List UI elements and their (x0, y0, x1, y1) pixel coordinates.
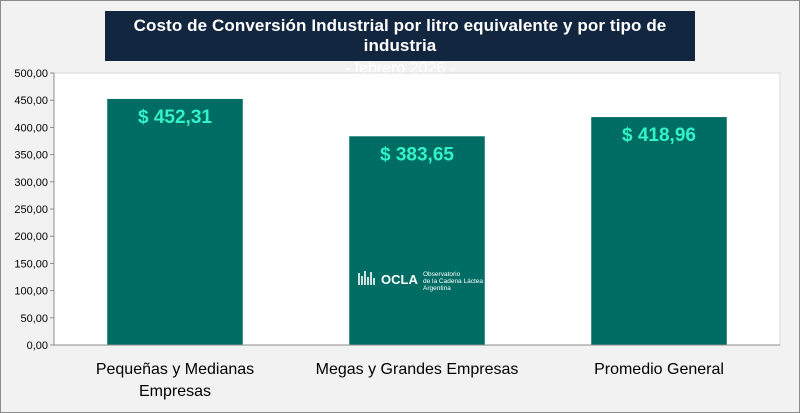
bars (107, 98, 727, 346)
ocla-logo-line3: Argentina (423, 285, 451, 292)
y-tick-label: 400,00 (14, 122, 48, 134)
x-category-label: Promedio General (594, 361, 724, 378)
y-tick-label: 500,00 (14, 68, 48, 80)
ocla-logo: OCLA Observatorio de la Cadena Láctea Ar… (358, 271, 483, 292)
y-tick-label: 350,00 (14, 150, 48, 162)
data-labels: $ 452,31 $ 383,65 $ 418,96 (138, 107, 696, 165)
chart-title-box: Costo de Conversión Industrial por litro… (105, 11, 695, 77)
y-tick-label: 300,00 (14, 177, 48, 189)
bar (107, 98, 243, 345)
chart-title: Costo de Conversión Industrial por litro… (133, 16, 667, 55)
ocla-logo-line2: de la Cadena Láctea (423, 278, 483, 285)
x-category-label: Empresas (139, 383, 211, 400)
y-tick-label: 450,00 (14, 95, 48, 107)
bar (349, 136, 485, 345)
y-tick-label: 250,00 (14, 204, 48, 216)
y-axis: 0,00 50,00 100,00 150,00 200,00 250,00 300,00 3… (14, 68, 55, 352)
x-category-label: Pequeñas y Medianas (96, 361, 254, 378)
data-label: $ 383,65 (380, 144, 454, 165)
ocla-logo-icon (358, 271, 375, 285)
y-tick-label: 0,00 (27, 340, 48, 352)
x-category-label: Megas y Grandes Empresas (316, 361, 519, 378)
ocla-logo-line1: Observatorio (423, 271, 461, 278)
data-label: $ 418,96 (622, 125, 696, 146)
y-tick-label: 50,00 (20, 313, 48, 325)
y-tick-label: 150,00 (14, 258, 48, 270)
ocla-logo-name: OCLA (381, 272, 418, 287)
bar (591, 117, 727, 346)
y-tick-label: 200,00 (14, 231, 48, 243)
data-label: $ 452,31 (138, 107, 212, 128)
y-tick-label: 100,00 (14, 286, 48, 298)
x-axis: Pequeñas y Medianas Empresas Megas y Grand… (54, 344, 780, 400)
